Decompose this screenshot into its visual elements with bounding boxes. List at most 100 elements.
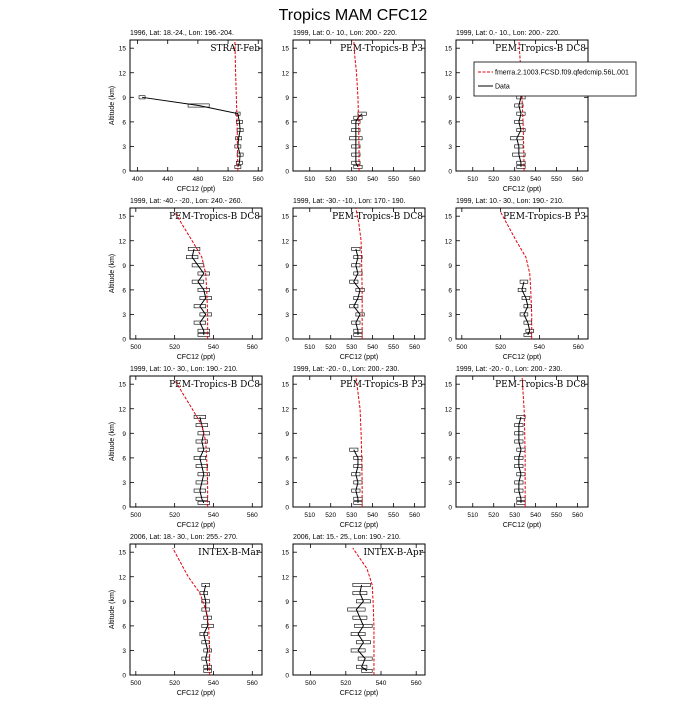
x-axis-label: CFC12 (ppt) — [177, 354, 216, 361]
y-tick-label: 12 — [282, 238, 290, 245]
x-tick-label: 530 — [346, 176, 357, 183]
x-axis-label: CFC12 (ppt) — [177, 522, 216, 529]
x-tick-label: 540 — [530, 176, 541, 183]
y-tick-label: 9 — [448, 263, 452, 270]
x-tick-label: 520 — [169, 512, 180, 519]
x-tick-label: 480 — [192, 176, 203, 183]
model-series-line — [521, 375, 526, 507]
x-tick-label: 540 — [376, 680, 387, 687]
y-tick-label: 3 — [448, 312, 452, 319]
panel-title: 1999, Lat: 0.- 10., Lon: 200.- 220. — [456, 30, 560, 37]
error-bar — [356, 599, 371, 604]
y-tick-label: 3 — [285, 312, 289, 319]
x-tick-label: 520 — [495, 344, 506, 351]
campaign-label: PEM-Tropics-B DC8 — [169, 212, 260, 222]
x-tick-label: 560 — [572, 176, 583, 183]
x-tick-label: 520 — [325, 512, 336, 519]
x-tick-label: 550 — [551, 176, 562, 183]
chart-panel: 1999, Lat: 0.- 10., Lon: 200.- 220. PEM-T… — [282, 30, 426, 183]
error-bar — [355, 312, 365, 317]
y-tick-label: 0 — [285, 337, 289, 344]
error-bar — [356, 640, 371, 645]
y-tick-label: 6 — [285, 455, 289, 462]
y-tick-label: 12 — [119, 70, 127, 77]
chart-panel: 1999, Lat: -20.- 0., Lon: 200.- 230. PEM-… — [445, 366, 589, 529]
y-tick-label: 15 — [119, 550, 127, 557]
y-tick-label: 9 — [122, 95, 126, 102]
y-tick-label: 6 — [122, 287, 126, 294]
y-tick-label: 0 — [122, 337, 126, 344]
panel-title: 1999, Lat: 10.- 30., Lon: 190.- 210. — [456, 198, 564, 205]
x-tick-label: 560 — [253, 176, 264, 183]
y-tick-label: 0 — [285, 673, 289, 680]
y-tick-label: 9 — [285, 263, 289, 270]
x-tick-label: 520 — [488, 176, 499, 183]
chart-panel: 1999, Lat: -30.- -10., Lon: 170.- 190. PE… — [282, 198, 426, 361]
data-series-line — [199, 416, 205, 504]
error-bar — [347, 607, 366, 612]
chart-panel: 1999, Lat: 10.- 30., Lon: 190.- 210. PEM-… — [109, 366, 263, 529]
y-tick-label: 9 — [122, 263, 126, 270]
y-tick-label: 12 — [119, 574, 127, 581]
y-tick-label: 3 — [285, 648, 289, 655]
x-tick-label: 520 — [340, 680, 351, 687]
y-tick-label: 15 — [445, 46, 453, 53]
y-tick-label: 0 — [448, 505, 452, 512]
y-tick-label: 6 — [285, 623, 289, 630]
panel-title: 2006, Lat: 18.- 30., Lon: 255.- 270. — [130, 534, 238, 541]
y-tick-label: 12 — [119, 406, 127, 413]
x-axis-label: CFC12 (ppt) — [503, 186, 542, 193]
plot-frame — [129, 207, 263, 340]
x-tick-label: 540 — [208, 512, 219, 519]
error-bar — [197, 271, 210, 276]
x-tick-label: 500 — [130, 680, 141, 687]
error-bar — [519, 312, 529, 317]
x-tick-label: 560 — [409, 176, 420, 183]
model-series-line — [174, 211, 209, 339]
x-tick-label: 440 — [162, 176, 173, 183]
chart-panel: 1999, Lat: 0.- 10., Lon: 200.- 220. PEM-T… — [445, 30, 589, 193]
x-tick-label: 520 — [325, 176, 336, 183]
x-tick-label: 510 — [467, 176, 478, 183]
y-tick-label: 9 — [285, 431, 289, 438]
campaign-label: PEM-Tropics-B P3 — [340, 380, 423, 390]
y-tick-label: 9 — [285, 95, 289, 102]
x-axis-label: CFC12 (ppt) — [503, 522, 542, 529]
x-tick-label: 540 — [367, 176, 378, 183]
y-tick-label: 3 — [122, 312, 126, 319]
x-tick-label: 550 — [388, 176, 399, 183]
x-tick-label: 500 — [130, 344, 141, 351]
legend: fmerra.2.1003.FCSD.f09.qfedcmip.56L.001 D… — [473, 61, 637, 97]
panel-title: 1999, Lat: -20.- 0., Lon: 200.- 230. — [456, 366, 562, 373]
x-tick-label: 510 — [304, 512, 315, 519]
y-tick-label: 15 — [119, 382, 127, 389]
y-tick-label: 12 — [445, 70, 453, 77]
plot-frame — [292, 375, 426, 508]
model-series-line — [518, 39, 525, 172]
x-tick-label: 530 — [346, 344, 357, 351]
y-tick-label: 6 — [285, 287, 289, 294]
x-tick-label: 540 — [208, 680, 219, 687]
model-series-line — [172, 547, 211, 675]
panel-title: 1999, Lat: -30.- -10., Lon: 170.- 190. — [293, 198, 406, 205]
y-tick-label: 6 — [122, 119, 126, 126]
y-tick-label: 15 — [445, 214, 453, 221]
panel-title: 2006, Lat: 15.- 25., Lon: 190.- 210. — [293, 534, 401, 541]
error-bar — [350, 648, 366, 653]
y-tick-label: 0 — [122, 505, 126, 512]
x-tick-label: 510 — [467, 512, 478, 519]
y-axis-label: Altitude (km) — [109, 422, 116, 461]
x-tick-label: 540 — [367, 344, 378, 351]
data-series-line — [353, 449, 359, 503]
y-axis-label: Altitude (km) — [109, 86, 116, 125]
plot-frame — [129, 543, 263, 676]
legend-data-label: Data — [495, 84, 510, 91]
y-tick-label: 6 — [448, 455, 452, 462]
x-tick-label: 560 — [409, 512, 420, 519]
y-tick-label: 0 — [285, 169, 289, 176]
chart-panel: 1999, Lat: -40.- -20., Lon: 240.- 260. PE… — [109, 198, 263, 361]
plot-frame — [455, 39, 589, 172]
y-tick-label: 6 — [122, 623, 126, 630]
x-tick-label: 560 — [411, 680, 422, 687]
y-tick-label: 6 — [122, 455, 126, 462]
